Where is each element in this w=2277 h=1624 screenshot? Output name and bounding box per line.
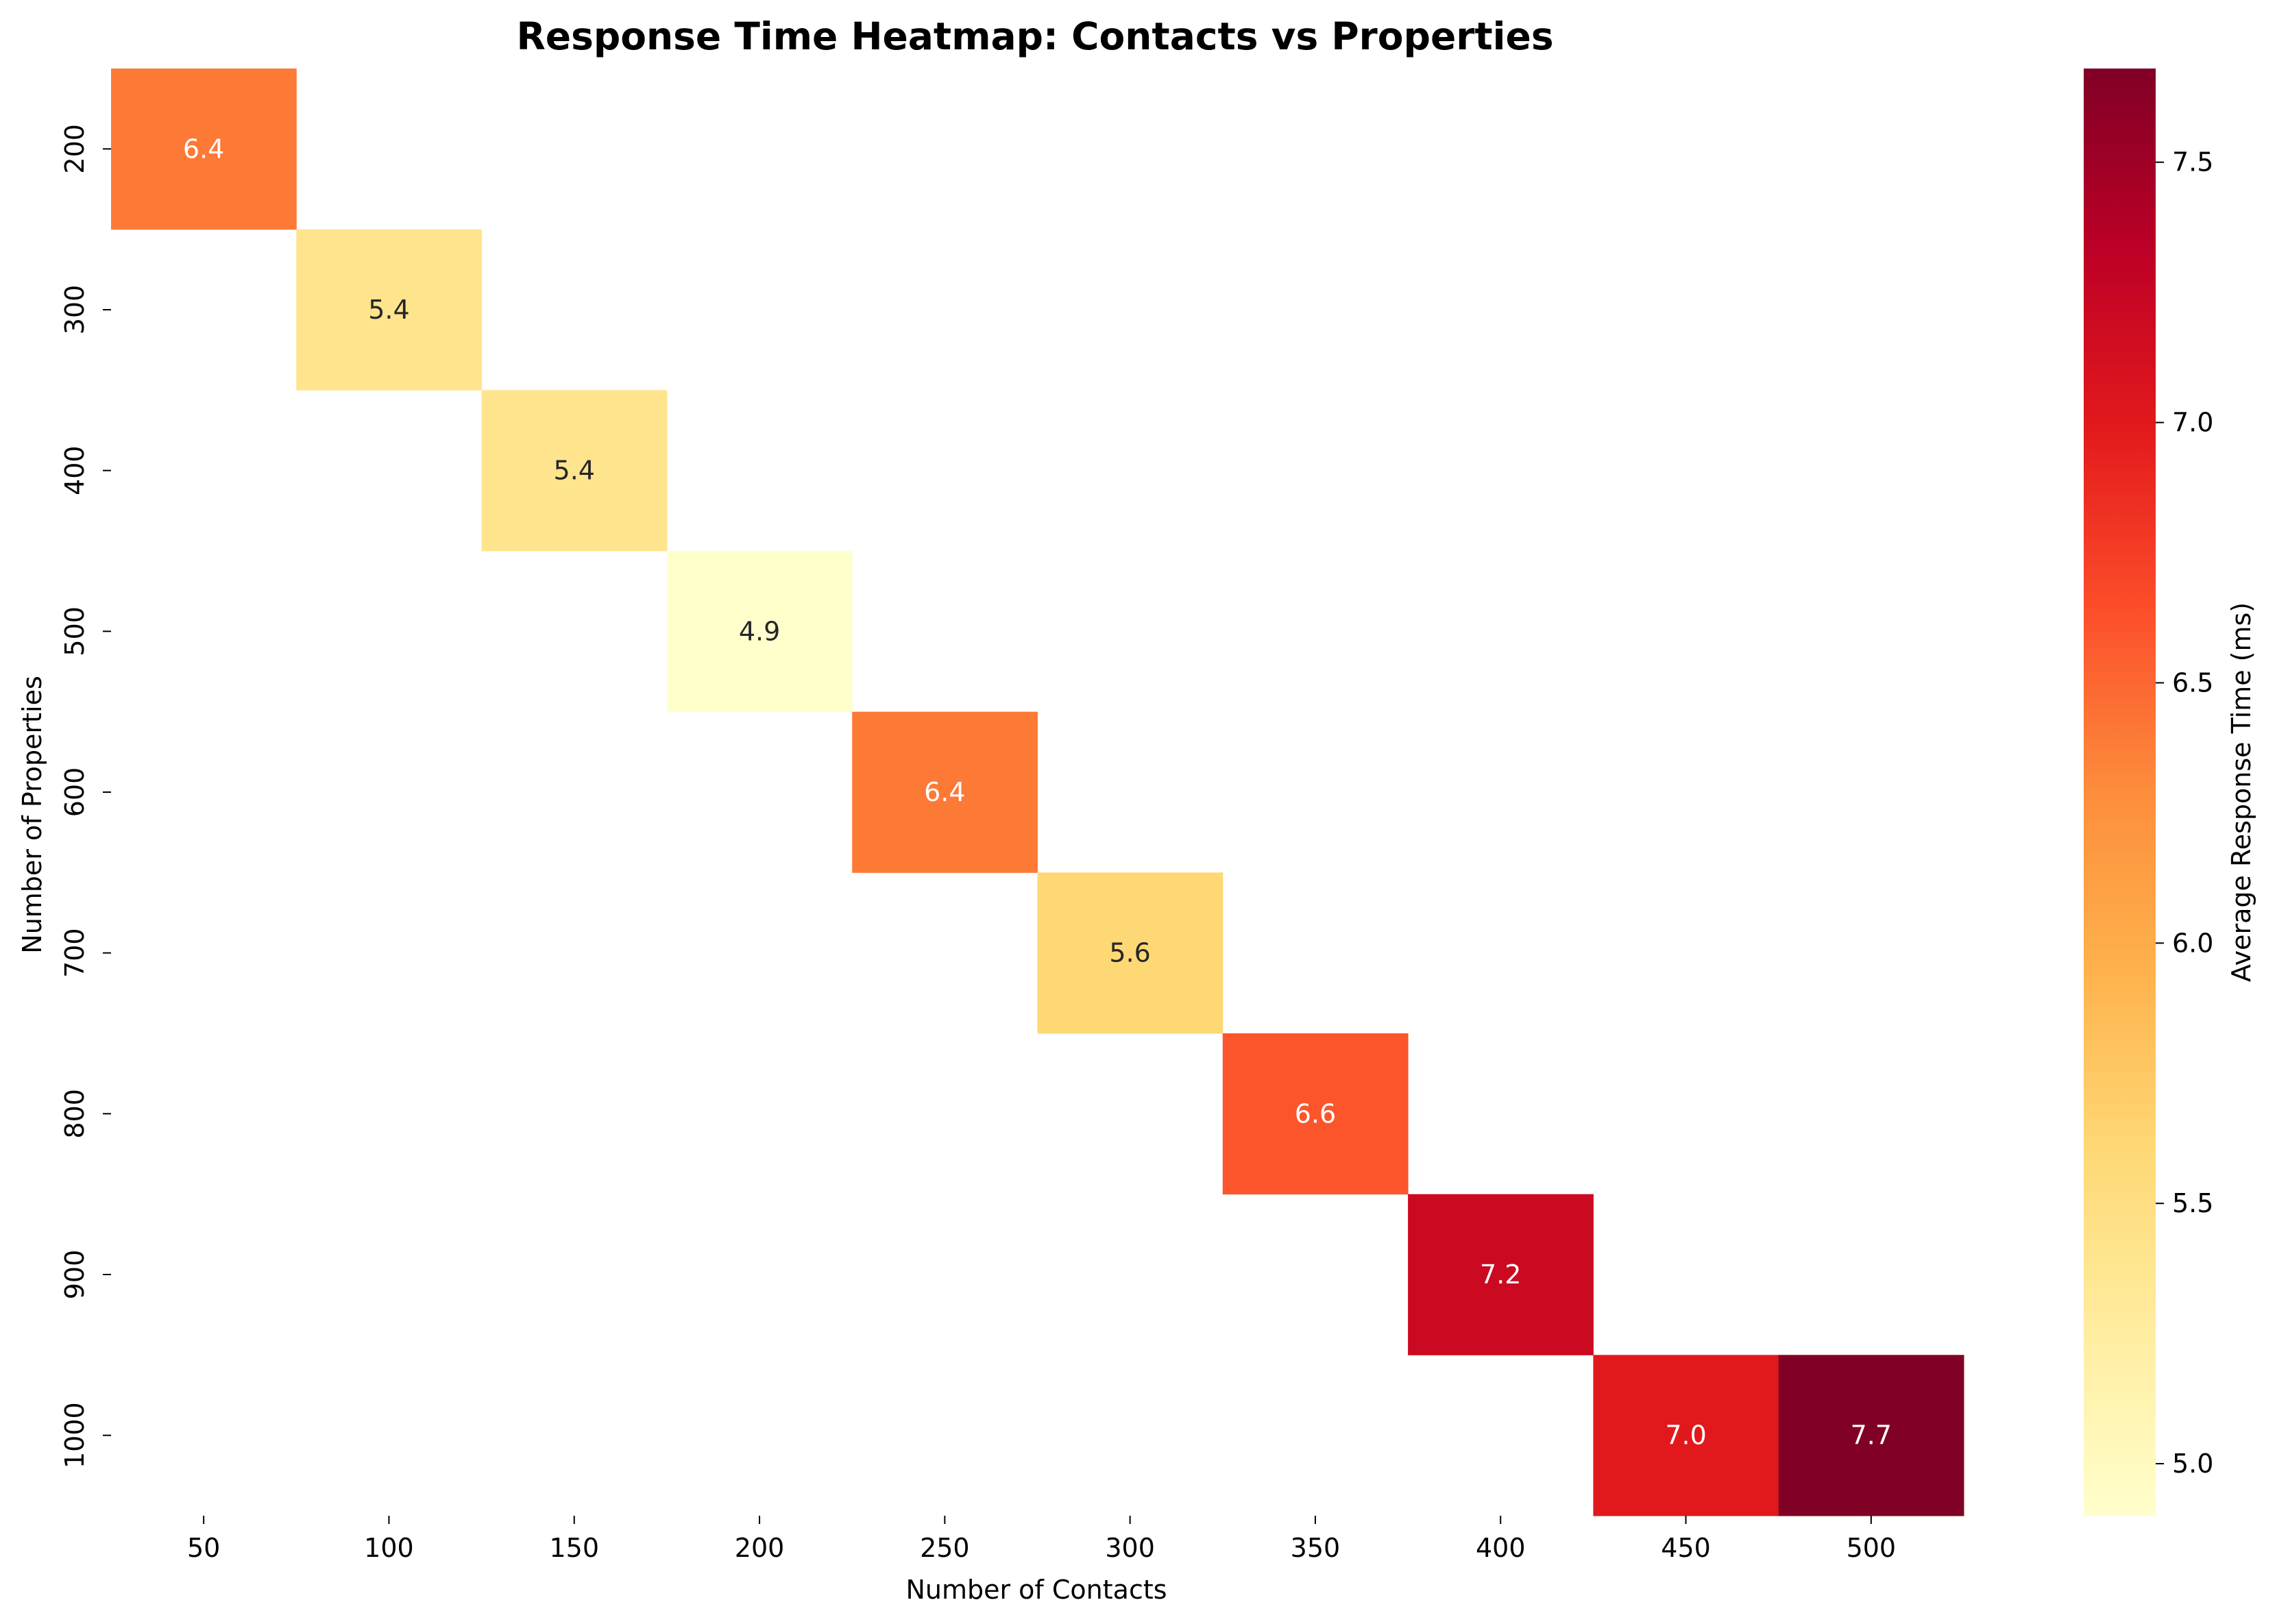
y-tick-label: 600: [60, 767, 90, 817]
colorbar-tick-label: 5.5: [2172, 1188, 2213, 1218]
cell-value-label: 7.7: [1851, 1420, 1892, 1451]
heatmap-cell: [1778, 1355, 1964, 1516]
y-tick-label: 800: [60, 1089, 90, 1139]
x-tick-label: 50: [187, 1533, 220, 1563]
y-axis-label: Number of Properties: [17, 676, 47, 953]
cell-value-label: 5.6: [1109, 938, 1150, 968]
heatmap-cells: 6.4 5.4 5.4 4.9 6.4 5.6 6.6 7.2 7.0 7.7: [111, 69, 1964, 1516]
heatmap-cell: [666, 551, 853, 713]
x-tick-label: 500: [1847, 1533, 1897, 1563]
colorbar-tick-label: 7.5: [2172, 147, 2213, 177]
y-tick-label: 200: [60, 124, 90, 174]
heatmap-cell: [1222, 1033, 1409, 1195]
y-tick-label: 500: [60, 606, 90, 656]
x-tick-label: 350: [1291, 1533, 1341, 1563]
heatmap-cell: [1037, 872, 1223, 1034]
y-tick-label: 400: [60, 445, 90, 495]
y-axis-ticks: 200 300 400 500 600 700 800 900 1000: [60, 124, 111, 1468]
cell-value-label: 7.2: [1480, 1259, 1521, 1290]
y-tick-label: 700: [60, 928, 90, 978]
x-tick-label: 250: [920, 1533, 970, 1563]
x-tick-label: 150: [549, 1533, 599, 1563]
heatmap-cell: [1408, 1194, 1594, 1355]
y-tick-label: 1000: [60, 1402, 90, 1468]
y-tick-label: 300: [60, 285, 90, 335]
cell-value-label: 4.9: [739, 616, 780, 646]
heatmap-cell: [481, 390, 668, 552]
cell-value-label: 5.4: [554, 456, 595, 486]
x-axis-ticks: 50 100 150 200 250 300 350 400 450 500: [187, 1516, 1896, 1563]
x-tick-label: 300: [1105, 1533, 1155, 1563]
colorbar-tick-label: 6.5: [2172, 667, 2213, 698]
x-tick-label: 100: [364, 1533, 414, 1563]
x-axis-label: Number of Contacts: [905, 1575, 1167, 1605]
colorbar-tick-label: 7.0: [2172, 408, 2213, 438]
cell-value-label: 6.4: [183, 134, 224, 164]
heatmap-cell: [1593, 1355, 1779, 1516]
heatmap-cell: [852, 711, 1038, 873]
colorbar-tick-label: 5.0: [2172, 1449, 2213, 1479]
cell-value-label: 7.0: [1665, 1420, 1706, 1451]
y-tick-label: 900: [60, 1250, 90, 1300]
chart-title: Response Time Heatmap: Contacts vs Prope…: [516, 14, 1553, 58]
colorbar: [2084, 69, 2156, 1516]
colorbar-tick-label: 6.0: [2172, 928, 2213, 958]
colorbar-ticks: 5.0 5.5 6.0 6.5 7.0 7.5: [2156, 147, 2213, 1479]
x-tick-label: 400: [1476, 1533, 1526, 1563]
cell-value-label: 6.4: [924, 777, 965, 807]
x-tick-label: 200: [735, 1533, 785, 1563]
colorbar-label: Average Response Time (ms): [2226, 602, 2256, 982]
cell-value-label: 5.4: [368, 295, 409, 325]
heatmap-cell: [111, 69, 297, 230]
cell-value-label: 6.6: [1295, 1098, 1336, 1129]
heatmap-cell: [296, 229, 483, 391]
x-tick-label: 450: [1661, 1533, 1711, 1563]
